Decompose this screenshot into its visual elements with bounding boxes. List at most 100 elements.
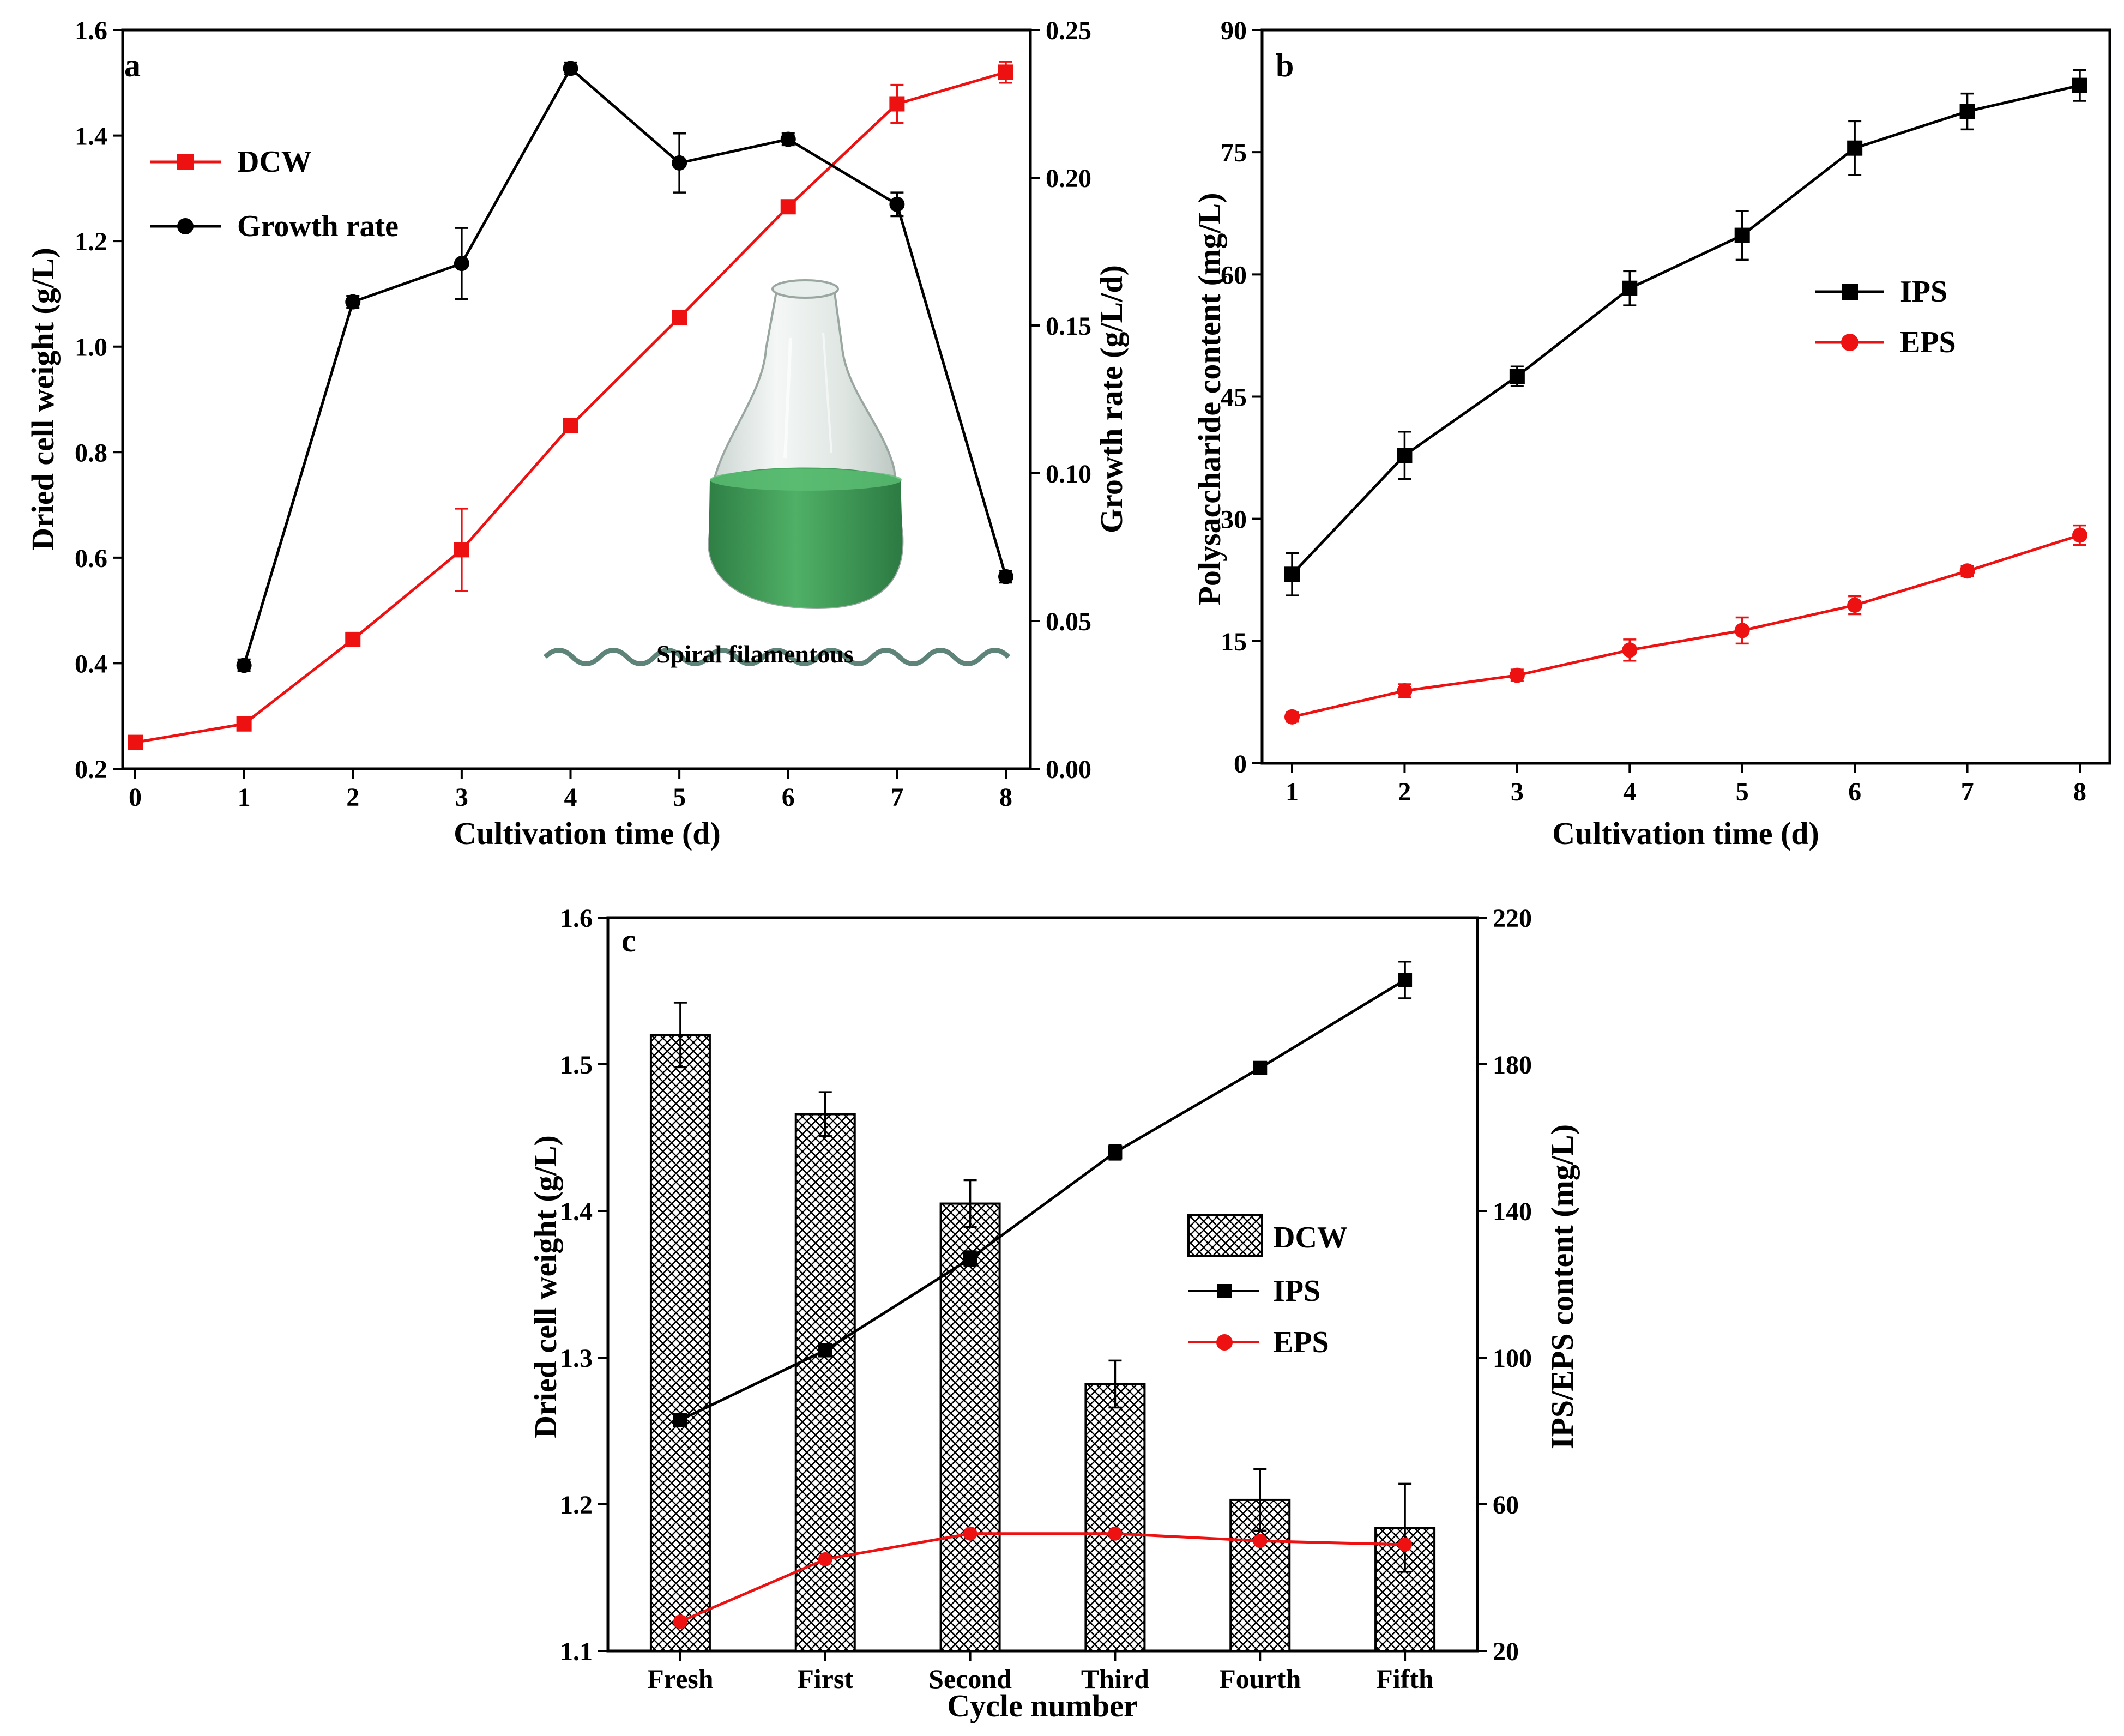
b-xtick-tick-label-1: 2 <box>1398 777 1411 806</box>
x-axis-label-c: Cycle number <box>947 1688 1138 1723</box>
c-ytick-tick-label-3: 1.4 <box>560 1197 593 1226</box>
x-ticks-c: Fresh First Second Third Fourth Fifth <box>647 1651 1434 1694</box>
panel-label-c: c <box>621 923 636 959</box>
b-ytick-tick-label-0: 0 <box>1234 750 1247 779</box>
b-ips-group <box>1284 69 2087 596</box>
y-ticks-a: 0.2 0.4 0.6 0.8 1.0 1.2 1.4 1.6 <box>75 16 123 784</box>
b-eps-point-5 <box>1847 598 1863 613</box>
a-xtick-tick-label-5: 5 <box>673 783 686 812</box>
y-axis-label-a: Dried cell weight (g/L) <box>25 248 61 551</box>
a-dcw-point-8 <box>998 64 1013 80</box>
c-ytick-right-tick-label-4: 180 <box>1493 1051 1532 1080</box>
b-ytick-tick-label-3: 45 <box>1221 383 1247 412</box>
a-ytick-tick-label-7: 1.6 <box>75 16 107 45</box>
c-ytick-right-tick-label-2: 100 <box>1493 1344 1532 1373</box>
c-eps-point-4 <box>1253 1534 1268 1548</box>
b-ytick-tick-label-5: 75 <box>1221 138 1247 167</box>
c-xtick-tick-label-0: Fresh <box>647 1663 713 1694</box>
b-eps-point-1 <box>1397 683 1413 698</box>
c-eps-point-5 <box>1398 1537 1413 1552</box>
a-growth-point-5 <box>780 131 796 147</box>
legend-c-ips-marker <box>1217 1284 1232 1298</box>
b-ips-point-2 <box>1509 369 1525 384</box>
c-ips-point-1 <box>818 1343 832 1358</box>
x-axis-label-a: Cultivation time (d) <box>454 816 721 851</box>
a-ytick-right-tick-label-2: 0.10 <box>1046 460 1091 489</box>
c-xtick-tick-label-2: Second <box>928 1663 1012 1694</box>
b-eps-point-7 <box>2072 527 2087 543</box>
photo-caption: Spiral filamentous <box>656 640 854 668</box>
c-ytick-right-tick-label-3: 140 <box>1493 1197 1532 1226</box>
a-growth-point-0 <box>236 658 252 673</box>
b-ips-line <box>1291 84 2080 576</box>
legend-eps-label: EPS <box>1900 326 1956 359</box>
a-ytick-tick-label-0: 0.2 <box>75 755 107 784</box>
c-bar-third <box>1084 1383 1146 1652</box>
panel-label-a: a <box>124 47 141 83</box>
legend-c-dcw-swatch <box>1187 1214 1263 1257</box>
plot-frame-c <box>606 916 1479 1653</box>
b-xtick-tick-label-7: 8 <box>2073 777 2086 806</box>
c-ytick-right-tick-label-5: 220 <box>1493 904 1532 933</box>
y-axis-label-right-c: IPS/EPS content (mg/L) <box>1544 1124 1580 1449</box>
a-ytick-tick-label-1: 0.4 <box>75 649 107 678</box>
plot-frame-a <box>121 28 1032 770</box>
a-dcw-point-5 <box>672 310 687 326</box>
b-ytick-tick-label-6: 90 <box>1221 16 1247 45</box>
y-ticks-right-c: 20 60 100 140 180 220 <box>1477 904 1532 1666</box>
a-xtick-tick-label-4: 4 <box>564 783 577 812</box>
b-xtick-tick-label-6: 7 <box>1961 777 1974 806</box>
a-ytick-tick-label-5: 1.2 <box>75 227 107 256</box>
c-bar-error-5 <box>1398 1482 1412 1573</box>
c-xtick-tick-label-5: Fifth <box>1376 1663 1434 1694</box>
a-ytick-tick-label-2: 0.6 <box>75 544 107 573</box>
a-xtick-tick-label-7: 7 <box>890 783 903 812</box>
c-eps-point-1 <box>818 1552 832 1566</box>
a-ytick-right-tick-label-4: 0.20 <box>1046 164 1091 193</box>
legend-a: DCW Growth rate <box>150 145 399 243</box>
c-bar-first <box>794 1113 856 1652</box>
a-growth-point-7 <box>998 569 1013 584</box>
series-layer-a <box>128 61 1013 750</box>
a-xtick-tick-label-6: 6 <box>782 783 795 812</box>
legend-eps-marker <box>1841 334 1858 351</box>
c-eps-point-0 <box>673 1614 687 1629</box>
c-ytick-tick-label-1: 1.2 <box>560 1491 593 1520</box>
a-growth-point-1 <box>345 294 361 310</box>
a-ytick-tick-label-3: 0.8 <box>75 438 107 467</box>
y-ticks-b: 0 15 30 45 60 75 90 <box>1221 16 1262 779</box>
legend-c-dcw-label: DCW <box>1273 1221 1348 1255</box>
legend-growth-marker <box>177 218 194 234</box>
b-eps-point-3 <box>1622 642 1638 658</box>
c-ytick-tick-label-5: 1.6 <box>560 904 593 933</box>
b-eps-line <box>1292 534 2080 719</box>
x-ticks-b: 1 2 3 4 5 6 7 8 <box>1286 763 2086 806</box>
c-bar-error-0 <box>673 1002 687 1069</box>
c-ytick-right-tick-label-0: 20 <box>1493 1637 1519 1666</box>
a-xtick-tick-label-0: 0 <box>129 783 142 812</box>
c-bar-error-2 <box>963 1179 977 1228</box>
b-ips-point-7 <box>2072 77 2087 93</box>
b-ytick-tick-label-1: 15 <box>1221 628 1247 656</box>
c-xtick-tick-label-1: First <box>797 1663 853 1694</box>
b-xtick-tick-label-5: 6 <box>1848 777 1861 806</box>
c-bar-error-4 <box>1253 1468 1267 1532</box>
a-dcw-point-1 <box>236 716 252 732</box>
b-xtick-tick-label-0: 1 <box>1286 777 1299 806</box>
a-ytick-right-tick-label-0: 0.00 <box>1046 755 1091 784</box>
a-dcw-point-7 <box>889 96 905 112</box>
b-eps-point-6 <box>1959 563 1975 579</box>
c-ytick-right-tick-label-1: 60 <box>1493 1491 1519 1520</box>
b-eps-group <box>1284 524 2087 725</box>
legend-ips-marker <box>1842 284 1858 300</box>
b-ytick-tick-label-2: 30 <box>1221 505 1247 534</box>
b-ips-point-0 <box>1284 566 1300 582</box>
b-eps-point-4 <box>1734 623 1750 638</box>
panel-a: a 0.20.40.60.81.01.21.41.6 0.000.050.100… <box>25 16 1129 851</box>
legend-dcw-label: DCW <box>237 145 312 179</box>
b-eps-point-0 <box>1284 709 1300 725</box>
b-ips-point-6 <box>1959 104 1975 119</box>
y-ticks-c: 1.1 1.2 1.3 1.4 1.5 1.6 <box>560 904 608 1666</box>
a-xtick-tick-label-2: 2 <box>346 783 359 812</box>
a-ytick-right-tick-label-5: 0.25 <box>1046 16 1091 45</box>
